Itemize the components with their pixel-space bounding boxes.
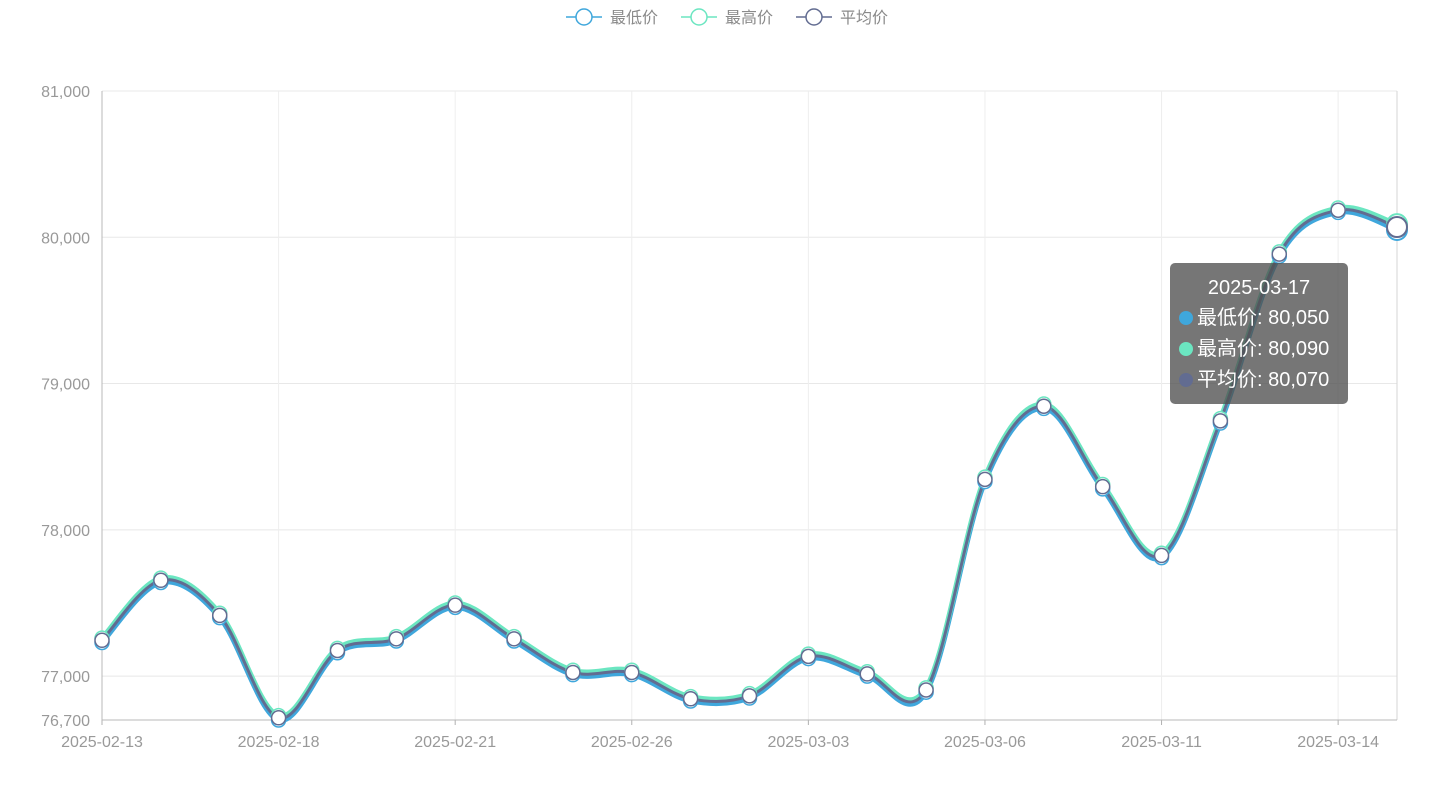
data-point bbox=[447, 597, 463, 613]
tooltip-row-avg: 平均价: 80,070 bbox=[1170, 365, 1348, 396]
data-point bbox=[388, 631, 405, 647]
legend-label: 平均价 bbox=[840, 9, 888, 27]
legend-marker bbox=[690, 8, 708, 26]
data-point bbox=[1094, 478, 1111, 495]
data-point bbox=[270, 710, 287, 726]
tooltip-row-low: 最低价: 80,050 bbox=[1170, 303, 1348, 334]
y-tick-label: 81,000 bbox=[41, 84, 90, 101]
x-tick-label: 2025-03-11 bbox=[1121, 734, 1202, 751]
data-point bbox=[624, 664, 640, 681]
tooltip-row-high: 最高价: 80,090 bbox=[1170, 334, 1348, 365]
x-tick-label: 2025-03-14 bbox=[1297, 734, 1379, 751]
data-point bbox=[1212, 413, 1229, 429]
y-tick-label: 78,000 bbox=[41, 523, 90, 540]
x-tick-label: 2025-02-21 bbox=[414, 734, 496, 751]
data-point bbox=[94, 632, 110, 649]
chart-tooltip: 2025-03-17 最低价: 80,050 最高价: 80,090 平均价: … bbox=[1170, 263, 1348, 404]
data-point bbox=[1271, 246, 1288, 262]
data-point bbox=[977, 471, 993, 488]
x-tick-label: 2025-02-26 bbox=[591, 734, 673, 751]
legend-label: 最低价 bbox=[610, 9, 658, 27]
data-point bbox=[1386, 216, 1408, 239]
data-point bbox=[506, 631, 522, 647]
data-point bbox=[1153, 547, 1170, 564]
x-tick-label: 2025-02-13 bbox=[61, 734, 143, 751]
tooltip-text-high: 最高价: 80,090 bbox=[1197, 338, 1330, 360]
tooltip-text-low: 最低价: 80,050 bbox=[1197, 307, 1330, 329]
data-point bbox=[153, 572, 169, 589]
data-point bbox=[1036, 398, 1052, 414]
data-point bbox=[918, 682, 934, 698]
tooltip-dot-avg bbox=[1179, 373, 1193, 387]
y-tick-label: 77,000 bbox=[41, 669, 90, 686]
data-point bbox=[682, 691, 699, 707]
y-tick-label: 80,000 bbox=[41, 230, 90, 247]
data-point bbox=[800, 648, 817, 665]
data-point bbox=[859, 666, 875, 682]
tooltip-title: 2025-03-17 bbox=[1207, 277, 1311, 299]
y-tick-label: 76,700 bbox=[41, 713, 90, 730]
tooltip-dot-high bbox=[1179, 342, 1193, 356]
legend-marker bbox=[805, 8, 823, 26]
x-tick-label: 2025-02-18 bbox=[238, 734, 320, 751]
x-tick-label: 2025-03-06 bbox=[944, 734, 1026, 751]
data-point bbox=[211, 607, 228, 624]
x-tick-label: 2025-03-03 bbox=[767, 734, 849, 751]
tooltip-dot-low bbox=[1179, 311, 1193, 325]
data-point bbox=[329, 642, 346, 659]
legend-marker bbox=[575, 8, 593, 26]
legend-label: 最高价 bbox=[725, 9, 773, 27]
data-point bbox=[1330, 202, 1346, 218]
data-point bbox=[565, 664, 581, 681]
data-point bbox=[741, 688, 758, 704]
tooltip-text-avg: 平均价: 80,070 bbox=[1197, 369, 1330, 391]
y-tick-label: 79,000 bbox=[41, 377, 90, 394]
